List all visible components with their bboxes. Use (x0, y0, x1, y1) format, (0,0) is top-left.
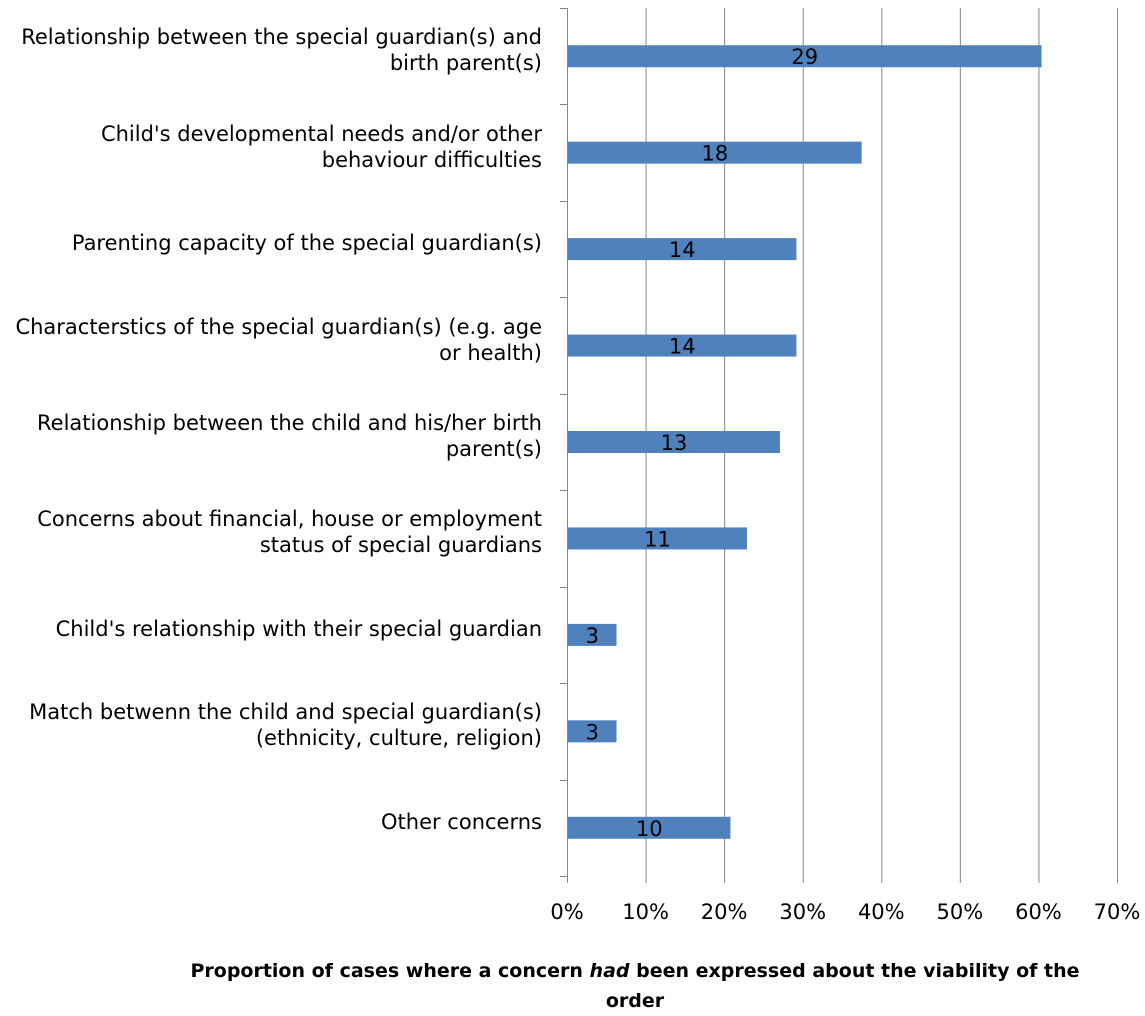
x-tick-label: 20% (701, 900, 748, 924)
x-tick-label: 30% (779, 900, 826, 924)
category-label-line: Concerns about financial, house or emplo… (37, 507, 542, 532)
bar (568, 527, 747, 550)
x-tick-label: 40% (858, 900, 905, 924)
x-axis-title-part2: been expressed about the viability of th… (629, 960, 1080, 982)
x-axis-title-part1: Proportion of cases where a concern (190, 960, 590, 982)
category-label: Match betwenn the child and special guar… (0, 699, 542, 751)
x-axis-title: Proportion of cases where a concern had … (150, 956, 1120, 1016)
category-label-line: Child's relationship with their special … (55, 616, 542, 641)
bar (568, 238, 797, 261)
bar-data-label: 14 (669, 335, 696, 359)
bar-data-label: 18 (701, 142, 728, 166)
bar (568, 334, 797, 357)
bar-data-label: 3 (586, 720, 599, 744)
category-label: Child's developmental needs and/or other… (0, 121, 542, 173)
x-tick-label: 50% (937, 900, 984, 924)
category-label: Relationship between the child and his/h… (0, 410, 542, 462)
category-label-line: Relationship between the special guardia… (21, 25, 542, 50)
category-label-line: Parenting capacity of the special guardi… (71, 231, 542, 256)
category-label-line: Characterstics of the special guardian(s… (15, 314, 542, 339)
category-label: Other concerns (0, 809, 542, 835)
bar-data-label: 14 (669, 238, 696, 262)
category-label-line: behaviour difficulties (321, 147, 542, 172)
category-label: Characterstics of the special guardian(s… (0, 314, 542, 366)
category-label: Parenting capacity of the special guardi… (0, 230, 542, 256)
x-axis-title-line2: order (605, 990, 665, 1012)
category-label-line: birth parent(s) (389, 51, 542, 76)
category-label-line: Relationship between the child and his/h… (37, 411, 542, 435)
bar-data-label: 29 (791, 45, 818, 69)
bar-data-label: 3 (586, 624, 599, 648)
category-label-line: or health) (439, 340, 542, 365)
bar (568, 45, 1042, 68)
category-label-line: Child's developmental needs and/or other (100, 121, 542, 146)
category-label-line: status of special guardians (259, 533, 542, 558)
bar (568, 816, 731, 839)
category-label-line: parent(s) (445, 437, 542, 461)
bar-data-label: 11 (644, 527, 671, 551)
category-label: Child's relationship with their special … (0, 616, 542, 642)
bar-data-label: 13 (661, 431, 688, 455)
category-label-line: Other concerns (381, 809, 542, 834)
x-tick-label: 0% (550, 900, 583, 924)
bar (568, 623, 617, 646)
bar-data-label: 10 (636, 817, 663, 841)
x-tick-label: 70% (1094, 900, 1141, 924)
bar (568, 720, 617, 743)
category-label: Concerns about financial, house or emplo… (0, 506, 542, 558)
x-axis-title-emphasis: had (589, 960, 630, 982)
x-tick-label: 60% (1015, 900, 1062, 924)
bar (568, 431, 780, 453)
bar (568, 141, 862, 164)
category-label-line: Match betwenn the child and special guar… (29, 700, 542, 725)
category-label-line: (ethnicity, culture, religion) (255, 726, 542, 751)
category-label: Relationship between the special guardia… (0, 24, 542, 76)
x-tick-label: 10% (622, 900, 669, 924)
